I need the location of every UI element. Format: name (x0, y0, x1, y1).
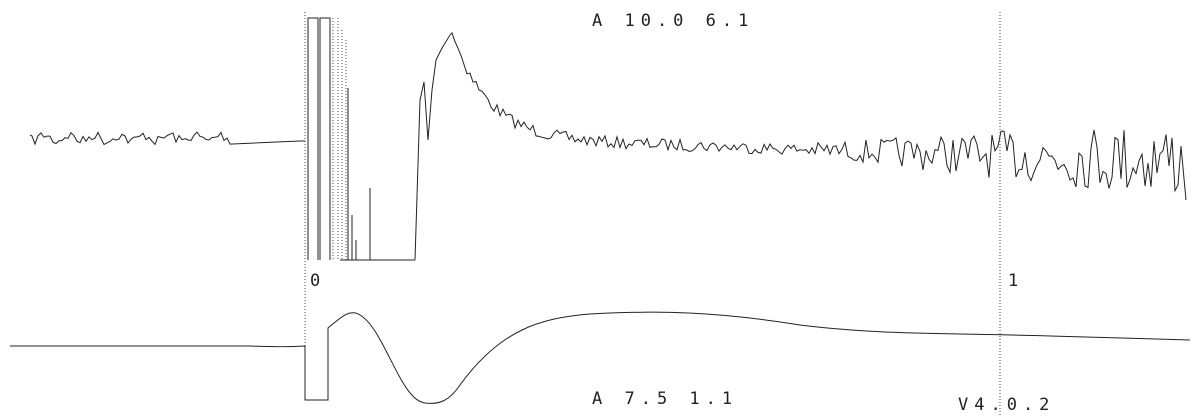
upper-label: A 10.0 6.1 (592, 11, 754, 31)
stimulus-artifact (307, 17, 415, 261)
lower-label: A 7.5 1.1 (592, 389, 738, 409)
lower-trace (10, 311, 1191, 404)
upper-trace (29, 31, 1187, 261)
lower-note: V4.0.2 (958, 395, 1055, 415)
marker-0: 0 (310, 271, 326, 291)
marker-1: 1 (1008, 271, 1024, 291)
